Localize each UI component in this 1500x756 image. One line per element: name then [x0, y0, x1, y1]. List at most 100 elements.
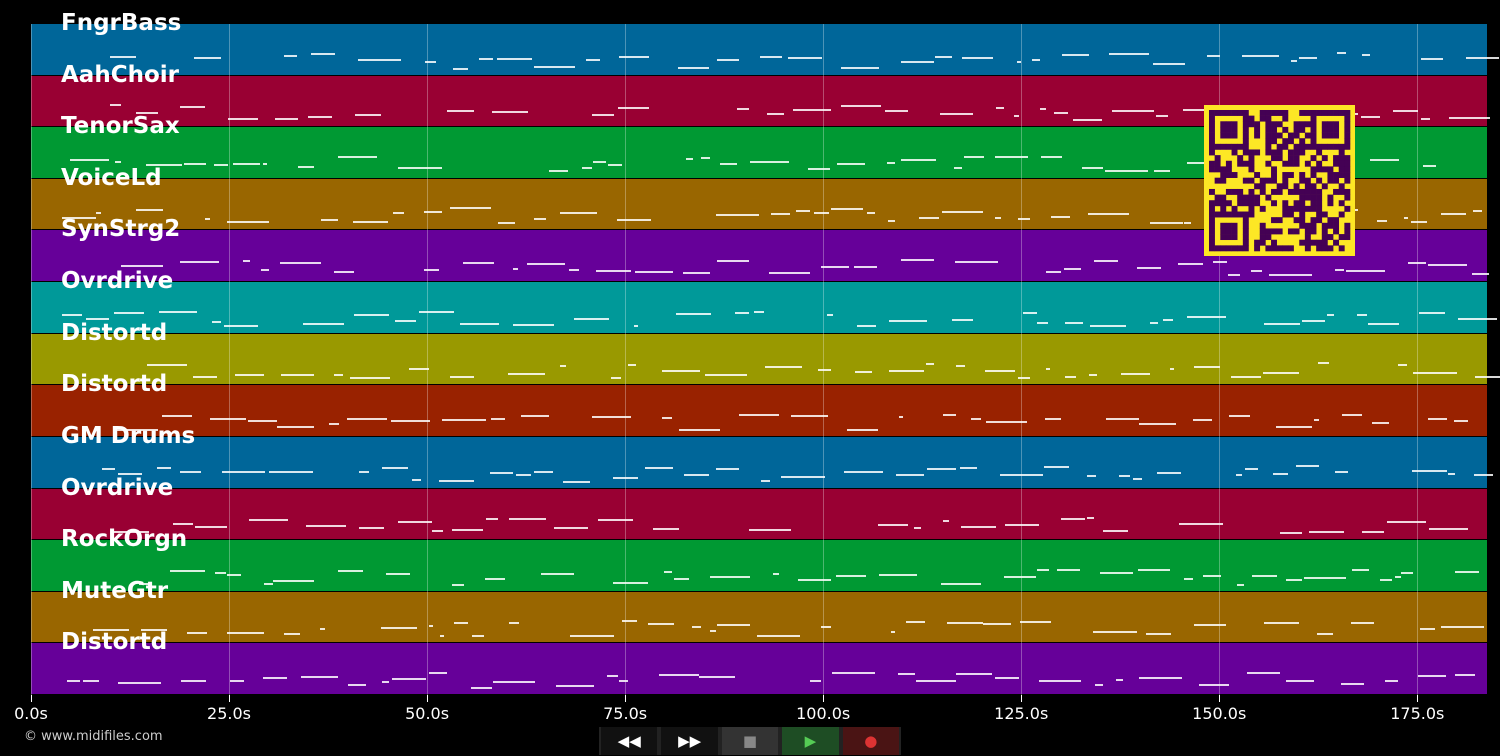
midi-note: [227, 632, 265, 635]
midi-note: [685, 157, 694, 160]
midi-note: [995, 107, 1005, 110]
midi-note: [520, 415, 550, 418]
midi-note: [836, 162, 866, 165]
midi-note: [507, 373, 545, 376]
midi-note: [1411, 470, 1447, 473]
midi-note: [1251, 574, 1277, 577]
midi-note: [439, 634, 445, 637]
record-button[interactable]: ●: [842, 727, 900, 755]
midi-note: [1475, 376, 1500, 379]
midi-note: [1401, 571, 1413, 574]
midi-note: [424, 268, 440, 271]
midi-note: [1263, 622, 1300, 624]
midi-note: [358, 59, 401, 62]
tick-mark: [1417, 695, 1419, 702]
midi-note: [915, 679, 957, 682]
midi-note: [1018, 376, 1030, 379]
midi-note: [715, 214, 760, 217]
midi-note: [749, 529, 792, 532]
midi-note: [391, 677, 426, 680]
fast-forward-button[interactable]: ▶▶: [661, 727, 718, 755]
midi-note: [209, 418, 247, 421]
qr-code: [1204, 105, 1355, 256]
midi-note: [311, 53, 335, 56]
midi-note: [1132, 478, 1143, 481]
midi-note: [280, 374, 315, 377]
midi-note: [192, 375, 218, 378]
midi-note: [1317, 632, 1334, 635]
midi-note: [169, 570, 205, 572]
midi-note: [691, 625, 701, 628]
transport-controls: ◀◀ ▶▶ ■ ▶ ●: [599, 727, 901, 755]
stop-button[interactable]: ■: [721, 727, 779, 755]
midi-note: [1064, 376, 1077, 379]
midi-note: [768, 271, 810, 274]
midi-note: [509, 517, 547, 520]
midi-note: [781, 476, 825, 479]
midi-note: [787, 56, 822, 59]
midi-note: [1193, 624, 1227, 627]
midi-note: [235, 374, 265, 377]
midi-note: [1094, 684, 1104, 687]
midi-note: [847, 428, 878, 431]
midi-note: [319, 628, 325, 631]
midi-note: [1454, 570, 1479, 573]
midi-note: [844, 471, 884, 474]
midi-note: [592, 160, 607, 163]
midi-note: [1263, 371, 1300, 374]
rewind-button[interactable]: ◀◀: [601, 727, 658, 755]
midi-note: [1342, 413, 1362, 416]
midi-note: [884, 110, 909, 113]
midi-note: [385, 573, 410, 576]
midi-note: [297, 165, 314, 168]
midi-note: [1093, 630, 1137, 633]
midi-note: [618, 680, 629, 682]
midi-note: [1231, 376, 1261, 379]
midi-note: [1017, 218, 1030, 221]
midi-note: [333, 270, 355, 273]
play-button[interactable]: ▶: [782, 727, 839, 755]
grid-line: [427, 24, 429, 695]
midi-note: [1403, 216, 1408, 219]
midi-note: [1183, 578, 1193, 581]
midi-note: [1420, 118, 1431, 121]
midi-note: [591, 114, 615, 117]
midi-note: [227, 220, 270, 223]
midi-note: [1004, 575, 1037, 578]
midi-note: [490, 418, 505, 421]
track-label: MuteGtr: [61, 577, 169, 604]
midi-note: [534, 470, 554, 473]
midi-note: [1447, 472, 1455, 475]
midi-note: [1145, 632, 1171, 635]
midi-note: [1037, 322, 1048, 325]
midi-note: [821, 626, 831, 629]
midi-note: [1335, 269, 1345, 272]
track-label: RockOrgn: [61, 526, 188, 553]
midi-note: [661, 416, 672, 419]
track-lane: [31, 333, 1500, 386]
midi-note: [381, 627, 418, 630]
midi-note: [1153, 169, 1170, 172]
midi-note: [701, 157, 710, 160]
track-lane: [31, 591, 1487, 644]
midi-note: [648, 622, 674, 625]
midi-note: [1279, 531, 1302, 534]
midi-note: [1194, 365, 1220, 368]
midi-note: [857, 324, 876, 327]
midi-note: [1163, 318, 1174, 321]
midi-note: [1473, 210, 1483, 212]
midi-note: [717, 59, 739, 62]
midi-note: [283, 632, 301, 635]
midi-note: [1051, 216, 1070, 219]
midi-note: [1380, 579, 1392, 582]
midi-note: [1237, 583, 1245, 586]
midi-note: [1334, 470, 1349, 473]
track-lane: [31, 436, 1493, 489]
midi-note: [793, 109, 831, 112]
midi-note: [899, 416, 904, 419]
midi-note: [93, 628, 130, 631]
midi-note: [1428, 417, 1448, 420]
midi-note: [453, 67, 469, 70]
midi-note: [1202, 575, 1221, 578]
midi-note: [896, 473, 925, 476]
